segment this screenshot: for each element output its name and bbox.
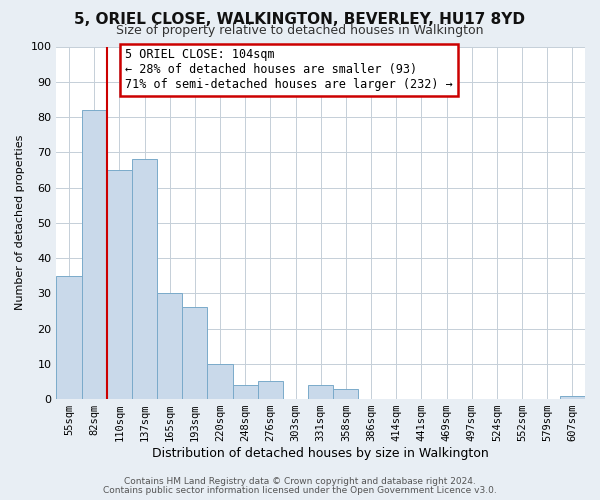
Text: Contains HM Land Registry data © Crown copyright and database right 2024.: Contains HM Land Registry data © Crown c… bbox=[124, 478, 476, 486]
Text: 5, ORIEL CLOSE, WALKINGTON, BEVERLEY, HU17 8YD: 5, ORIEL CLOSE, WALKINGTON, BEVERLEY, HU… bbox=[74, 12, 526, 28]
Text: Size of property relative to detached houses in Walkington: Size of property relative to detached ho… bbox=[116, 24, 484, 37]
Bar bbox=[132, 160, 157, 399]
Y-axis label: Number of detached properties: Number of detached properties bbox=[15, 135, 25, 310]
Bar bbox=[560, 396, 585, 399]
Bar bbox=[208, 364, 233, 399]
Bar bbox=[107, 170, 132, 399]
Bar bbox=[182, 308, 208, 399]
Text: 5 ORIEL CLOSE: 104sqm
← 28% of detached houses are smaller (93)
71% of semi-deta: 5 ORIEL CLOSE: 104sqm ← 28% of detached … bbox=[125, 48, 453, 92]
X-axis label: Distribution of detached houses by size in Walkington: Distribution of detached houses by size … bbox=[152, 447, 489, 460]
Bar bbox=[258, 382, 283, 399]
Bar bbox=[56, 276, 82, 399]
Text: Contains public sector information licensed under the Open Government Licence v3: Contains public sector information licen… bbox=[103, 486, 497, 495]
Bar bbox=[233, 385, 258, 399]
Bar bbox=[157, 294, 182, 399]
Bar bbox=[308, 385, 333, 399]
Bar bbox=[82, 110, 107, 399]
Bar bbox=[333, 388, 358, 399]
